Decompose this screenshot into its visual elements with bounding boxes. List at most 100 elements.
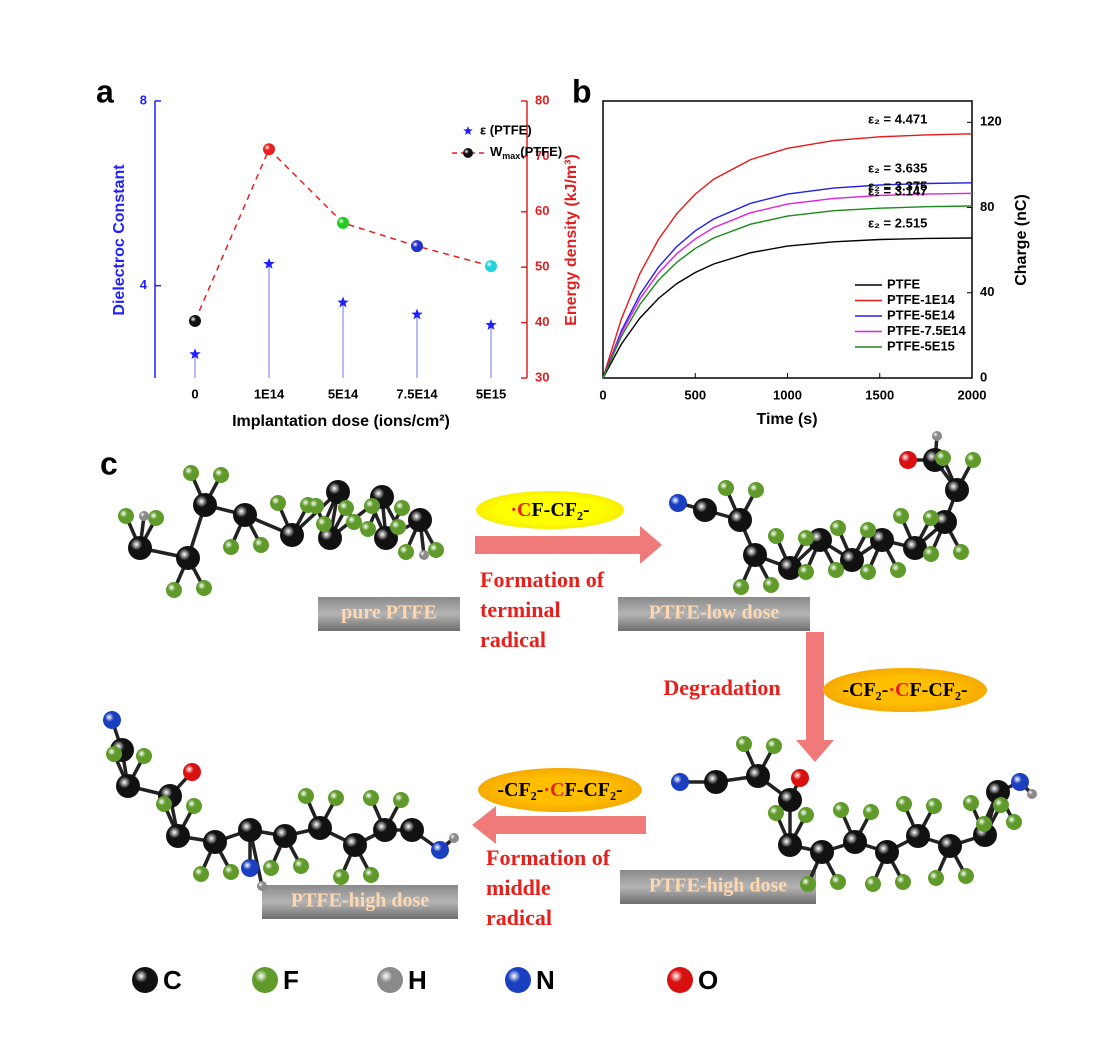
atom <box>870 528 894 552</box>
atom <box>833 802 849 818</box>
atom <box>196 580 212 596</box>
atom <box>830 874 846 890</box>
atom <box>791 769 809 787</box>
x-tick-label: 0 <box>191 386 198 401</box>
atom <box>763 577 779 593</box>
y2-tick-label: 30 <box>535 369 549 384</box>
state-box <box>318 597 460 631</box>
atom <box>166 582 182 598</box>
step-label: terminal <box>480 597 561 622</box>
y2-tick-label: 50 <box>535 259 549 274</box>
y-tick-label: 8 <box>140 92 147 107</box>
atom <box>328 790 344 806</box>
legend-label: PTFE-7.5E14 <box>887 323 967 338</box>
atom <box>693 498 717 522</box>
atom <box>1006 814 1022 830</box>
atom-label: F <box>283 965 299 995</box>
formula-part: · <box>543 779 550 801</box>
curve <box>602 237 973 379</box>
annotation: ε₂ = 3.635 <box>868 160 927 175</box>
y2-tick-label: 80 <box>535 92 549 107</box>
radical-formula: ·CF-CF₂- <box>510 499 589 521</box>
atom <box>766 738 782 754</box>
atom <box>183 763 201 781</box>
atom <box>118 508 134 524</box>
atom <box>768 528 784 544</box>
atom <box>176 546 200 570</box>
curve <box>602 182 973 379</box>
x-tick-label: 5E14 <box>328 386 359 401</box>
atom <box>798 564 814 580</box>
formula-part: -CF₂- <box>497 779 543 801</box>
atom <box>863 804 879 820</box>
atom <box>976 816 992 832</box>
atom-label: H <box>408 965 427 995</box>
ball-marker <box>337 216 349 229</box>
legend-label: (PTFE) <box>520 144 562 159</box>
atom <box>273 824 297 848</box>
molecules <box>103 431 1037 892</box>
atom <box>136 748 152 764</box>
atom <box>903 536 927 560</box>
atom-key <box>377 967 403 993</box>
formula-part: -CF₂- <box>842 679 888 701</box>
x-tick-label: 1000 <box>773 387 802 402</box>
step-label: middle <box>486 875 551 900</box>
atom <box>343 833 367 857</box>
arrow <box>475 526 662 564</box>
atom <box>923 546 939 562</box>
atom <box>935 450 951 466</box>
atom <box>257 881 267 891</box>
atom <box>213 467 229 483</box>
atom <box>938 834 962 858</box>
atom <box>932 431 942 441</box>
atom-label: O <box>698 965 718 995</box>
curve <box>602 133 973 379</box>
radical-formula: -CF₂-·CF-CF₂- <box>842 679 967 701</box>
legend-label: Wmax(PTFE) <box>490 144 562 161</box>
atom <box>308 498 324 514</box>
atom <box>895 874 911 890</box>
atom <box>933 510 957 534</box>
radical-oval <box>478 768 642 812</box>
atom <box>810 840 834 864</box>
atom <box>193 866 209 882</box>
atom <box>390 519 406 535</box>
atom <box>800 876 816 892</box>
x-tick-label: 500 <box>684 387 706 402</box>
atom <box>280 523 304 547</box>
atom <box>398 544 414 560</box>
state-label: PTFE-low dose <box>649 602 780 624</box>
atom <box>193 493 217 517</box>
ball-marker <box>189 314 201 327</box>
y-tick-label: 40 <box>980 284 994 299</box>
annotation: ε₂ = 3.375 <box>868 179 927 194</box>
atom <box>364 498 380 514</box>
formula-part: C <box>550 779 564 801</box>
atom <box>963 795 979 811</box>
atom <box>860 564 876 580</box>
atom <box>928 870 944 886</box>
state-box <box>620 870 816 904</box>
y-axis-label: Charge (nC) <box>1013 194 1030 286</box>
atom <box>958 868 974 884</box>
atom <box>746 764 770 788</box>
formula-part: F-CF₂- <box>564 779 622 801</box>
atom <box>736 736 752 752</box>
atom <box>843 830 867 854</box>
legend-label: W <box>490 144 503 159</box>
atom <box>408 508 432 532</box>
atom <box>890 562 906 578</box>
atom <box>116 774 140 798</box>
atom <box>778 556 802 580</box>
atom-key <box>505 967 531 993</box>
atom <box>828 562 844 578</box>
atom <box>431 841 449 859</box>
y-axis-label: Dielectroc Constant <box>111 164 128 316</box>
atom <box>953 544 969 560</box>
atom <box>156 796 172 812</box>
atom <box>106 746 122 762</box>
step-label: radical <box>480 627 546 652</box>
atom <box>419 550 429 560</box>
atom <box>808 528 832 552</box>
